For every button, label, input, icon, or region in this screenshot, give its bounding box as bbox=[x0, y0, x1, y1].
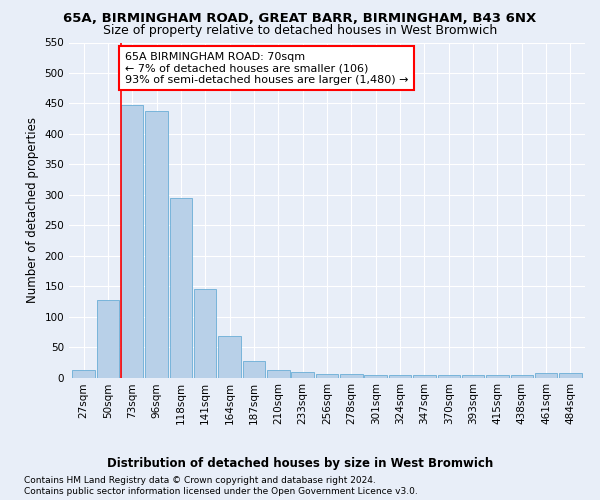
Bar bbox=[486, 375, 509, 378]
Bar bbox=[462, 375, 484, 378]
Bar bbox=[267, 370, 290, 378]
Bar bbox=[535, 373, 557, 378]
Bar bbox=[194, 289, 217, 378]
Text: Contains public sector information licensed under the Open Government Licence v3: Contains public sector information licen… bbox=[24, 487, 418, 496]
Bar bbox=[73, 370, 95, 378]
Bar bbox=[340, 374, 362, 378]
Bar bbox=[559, 373, 581, 378]
Bar bbox=[413, 375, 436, 378]
Y-axis label: Number of detached properties: Number of detached properties bbox=[26, 117, 39, 303]
Bar bbox=[97, 300, 119, 378]
Text: 65A BIRMINGHAM ROAD: 70sqm
← 7% of detached houses are smaller (106)
93% of semi: 65A BIRMINGHAM ROAD: 70sqm ← 7% of detac… bbox=[125, 52, 408, 85]
Bar bbox=[145, 110, 168, 378]
Bar bbox=[316, 374, 338, 378]
Text: Contains HM Land Registry data © Crown copyright and database right 2024.: Contains HM Land Registry data © Crown c… bbox=[24, 476, 376, 485]
Bar bbox=[170, 198, 192, 378]
Bar bbox=[437, 375, 460, 378]
Bar bbox=[364, 375, 387, 378]
Bar bbox=[292, 372, 314, 378]
Bar bbox=[243, 361, 265, 378]
Text: 65A, BIRMINGHAM ROAD, GREAT BARR, BIRMINGHAM, B43 6NX: 65A, BIRMINGHAM ROAD, GREAT BARR, BIRMIN… bbox=[64, 12, 536, 26]
Bar bbox=[121, 105, 143, 378]
Bar bbox=[218, 336, 241, 378]
Bar bbox=[389, 375, 411, 378]
Text: Size of property relative to detached houses in West Bromwich: Size of property relative to detached ho… bbox=[103, 24, 497, 37]
Text: Distribution of detached houses by size in West Bromwich: Distribution of detached houses by size … bbox=[107, 458, 493, 470]
Bar bbox=[511, 375, 533, 378]
